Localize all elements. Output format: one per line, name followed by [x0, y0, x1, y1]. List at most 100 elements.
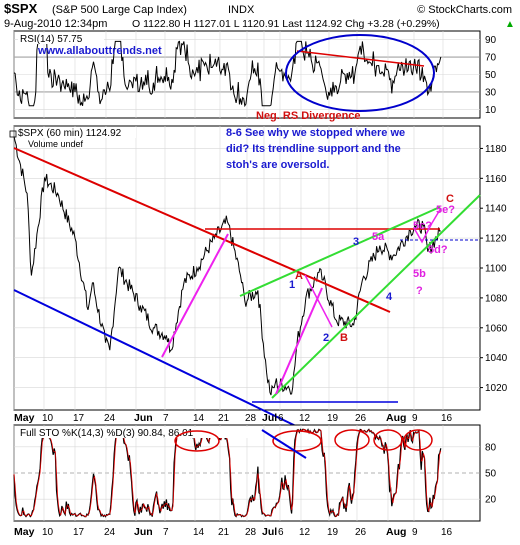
index-name: (S&P 500 Large Cap Index) — [52, 4, 187, 16]
wave-label-5b: 5b — [413, 268, 426, 280]
x-tick-label-bottom: 21 — [218, 527, 230, 538]
wave-leg-b — [304, 274, 333, 328]
sto-tick-label: 50 — [485, 469, 497, 480]
rsi-label: RSI(14) 57.75 — [20, 34, 83, 45]
wave-5c-5d-leg — [413, 222, 433, 244]
sto-label-bg — [18, 427, 248, 438]
wave-label-3: 3 — [353, 236, 359, 248]
source-credit: © StockCharts.com — [417, 4, 512, 16]
price-panel: $SPX (60 min) 1124.92 Volume undef 8-6 S… — [9, 125, 508, 429]
wave-label-C: C — [446, 193, 454, 205]
x-tick-label-bottom: 9 — [412, 527, 418, 538]
wave-label-2: 2 — [323, 332, 329, 344]
x-tick-label-bottom: Aug — [386, 526, 406, 538]
x-axis-top: May 10 17 24 Jun 7 14 21 28 Jul 6 12 19 26 Aug 9 16 — [14, 412, 453, 424]
rsi-panel: RSI(14) 57.75 www.allabouttrends.net Neg… — [13, 30, 497, 122]
rsi-line — [13, 40, 442, 108]
down-trendline — [13, 147, 391, 313]
sto-d-line — [13, 428, 442, 518]
price-tick-label: 1180 — [485, 144, 507, 155]
x-tick-label-top: 12 — [299, 413, 311, 424]
sto-tick-label: 80 — [485, 442, 497, 453]
x-tick-label-top: Aug — [386, 412, 406, 424]
sto-ellipse-5 — [403, 429, 433, 451]
divergence-note: Neg. RS Divergence — [256, 110, 361, 122]
wave-label-B: B — [340, 332, 348, 344]
x-tick-label-top: 19 — [327, 413, 339, 424]
commentary-line-1: 8-6 See why we stopped where we — [226, 127, 405, 139]
sto-tick-label: 20 — [485, 495, 497, 506]
wave-label-5c: 5c? — [413, 220, 432, 232]
wedge-lower-line — [271, 194, 481, 399]
x-tick-label-bottom: 7 — [163, 527, 169, 538]
x-tick-label-bottom: 17 — [73, 527, 85, 538]
price-legend: $SPX (60 min) 1124.92 — [18, 128, 122, 139]
wave-label-1: 1 — [289, 279, 295, 291]
x-tick-label-bottom: 12 — [299, 527, 311, 538]
x-tick-label-top: 28 — [245, 413, 257, 424]
x-tick-label-top: 17 — [73, 413, 85, 424]
x-tick-label-top: 26 — [355, 413, 367, 424]
x-tick-label-bottom: 28 — [245, 527, 257, 538]
price-tick-label: 1060 — [485, 323, 508, 334]
lower-channel-line — [13, 289, 301, 429]
wave-label-5b-question: ? — [416, 285, 423, 297]
x-tick-label-top: 9 — [412, 413, 418, 424]
commentary-line-2: did? Its trendline support and the — [226, 143, 401, 155]
price-tick-label: 1140 — [485, 204, 507, 215]
price-line — [13, 136, 441, 396]
symbol: $SPX — [4, 1, 38, 16]
rsi-tick-label: 50 — [485, 70, 497, 81]
price-tick-label: 1120 — [485, 234, 507, 245]
chart-header: $SPX (S&P 500 Large Cap Index) INDX © St… — [4, 1, 515, 30]
rsi-divergence-ellipse — [285, 34, 435, 112]
x-tick-label-bottom: 26 — [355, 527, 367, 538]
rsi-tick-label: 10 — [485, 105, 497, 116]
x-tick-label-bottom: 16 — [441, 527, 453, 538]
sto-panel: Full STO %K(14,3) %D(3) 90.84, 86.01 80 5… — [13, 424, 497, 522]
price-legend-bg — [18, 127, 136, 138]
wave-label-5d: 5d? — [428, 244, 448, 256]
rsi-tick-label: 90 — [485, 35, 497, 46]
legend-swatch-icon — [9, 130, 17, 138]
wave-label-4: 4 — [386, 291, 393, 303]
exchange: INDX — [228, 4, 255, 16]
x-tick-label-bottom: 6 — [278, 527, 284, 538]
x-tick-label-top: 6 — [278, 413, 284, 424]
x-tick-label-bottom: 24 — [104, 527, 116, 538]
wave-leg-july — [275, 287, 323, 395]
website-label: www.allabouttrends.net — [37, 45, 162, 57]
rsi-divergence-line — [296, 50, 425, 67]
wave-label-5e: 5e? — [436, 204, 455, 216]
sto-ellipse-3 — [334, 429, 370, 451]
x-tick-label-top: 14 — [193, 413, 205, 424]
sto-label: Full STO %K(14,3) %D(3) 90.84, 86.01 — [20, 428, 194, 439]
x-tick-label-bottom: 19 — [327, 527, 339, 538]
volume-label: Volume undef — [28, 139, 84, 149]
x-tick-label-bottom: 10 — [42, 527, 54, 538]
sto-channel-line — [261, 429, 307, 459]
x-tick-label-top: Jun — [134, 412, 153, 424]
x-tick-label-top: 16 — [441, 413, 453, 424]
quote-date: 9-Aug-2010 12:34pm — [4, 18, 107, 30]
x-axis-bottom: May 10 17 24 Jun 7 14 21 28 Jul 6 12 19 26 Aug 9 16 — [14, 526, 453, 538]
sto-ellipse-2 — [272, 430, 322, 452]
wedge-upper-line — [239, 206, 441, 297]
rsi-tick-label: 70 — [485, 53, 497, 64]
price-tick-label: 1040 — [485, 353, 508, 364]
up-arrow-icon: ▲ — [505, 19, 515, 30]
x-tick-label-top: Jul — [262, 412, 277, 424]
price-tick-label: 1080 — [485, 293, 508, 304]
rsi-tick-label: 30 — [485, 87, 497, 98]
sto-ellipse-4 — [373, 429, 403, 451]
x-tick-label-bottom: 14 — [193, 527, 205, 538]
x-tick-label-bottom: May — [14, 526, 35, 538]
price-tick-label: 1020 — [485, 383, 508, 394]
x-tick-label-top: 24 — [104, 413, 116, 424]
x-tick-label-top: 10 — [42, 413, 54, 424]
x-tick-label-top: 21 — [218, 413, 230, 424]
wave-leg-june — [161, 233, 229, 358]
sto-ellipse-1 — [174, 430, 220, 452]
rsi-label-bg — [18, 33, 104, 44]
